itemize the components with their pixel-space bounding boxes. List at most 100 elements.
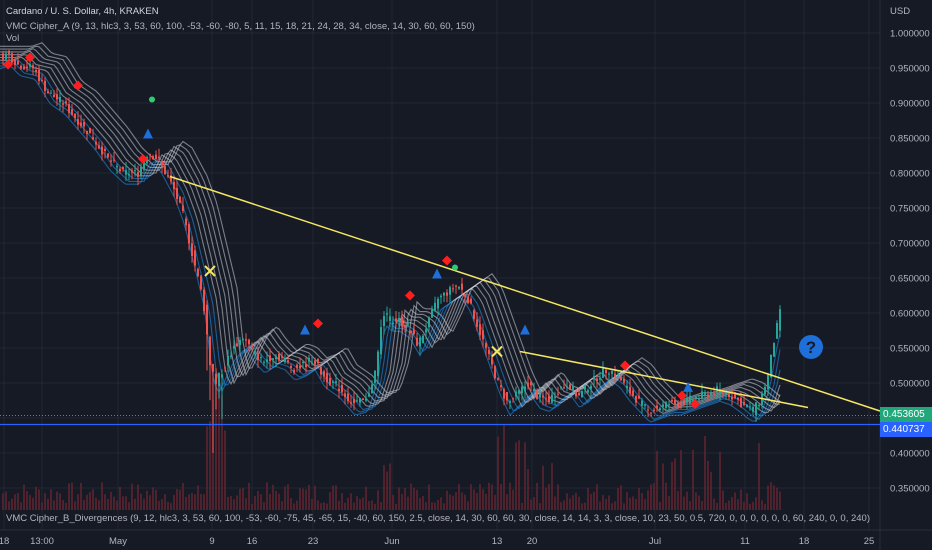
volume-bar: [587, 487, 589, 510]
volume-bar: [446, 490, 448, 510]
candle-body: [653, 409, 655, 411]
candle-body: [482, 330, 484, 340]
candle-body: [701, 391, 703, 399]
volume-bar: [524, 442, 526, 510]
volume-bar: [125, 496, 127, 510]
volume-bar: [368, 500, 370, 510]
candle-body: [674, 399, 676, 405]
candle-body: [596, 378, 598, 382]
volume-bar: [737, 499, 739, 510]
volume-bar: [176, 489, 178, 510]
volume-bar: [665, 482, 667, 510]
candle-body: [569, 384, 571, 390]
volume-label[interactable]: Vol: [6, 33, 20, 44]
volume-bar: [107, 498, 109, 510]
volume-bar: [152, 487, 154, 510]
indicator-cipher-a-label[interactable]: VMC Cipher_A (9, 13, hlc3, 3, 53, 60, 10…: [6, 21, 475, 32]
volume-bar: [641, 493, 643, 510]
candle-body: [176, 187, 178, 200]
volume-bar: [482, 489, 484, 510]
question-mark-glyph: ?: [806, 338, 816, 357]
candle-body: [533, 388, 535, 392]
volume-bar: [545, 487, 547, 510]
candle-body: [755, 402, 757, 416]
ribbon-line: [0, 56, 781, 414]
sell-diamond-marker: [620, 360, 630, 371]
ema-ribbon: [0, 42, 781, 423]
volume-bar: [512, 489, 514, 510]
volume-bar: [41, 502, 43, 510]
candle-body: [548, 395, 550, 403]
price-tick-label: 0.500000: [890, 379, 930, 390]
candle-body: [716, 386, 718, 391]
volume-bar: [248, 482, 250, 510]
volume-bar: [284, 486, 286, 510]
volume-bar: [761, 500, 763, 510]
candle-body: [221, 374, 223, 378]
time-axis[interactable]: 18 13:00 May 9 16 23 Jun 13 20 Jul 11 18 25: [0, 536, 874, 547]
volume-bar: [485, 493, 487, 510]
volume-bar: [467, 501, 469, 510]
candle-body: [665, 402, 667, 408]
volume-bar: [101, 482, 103, 510]
volume-bar: [743, 501, 745, 510]
candle-body: [302, 362, 304, 364]
volume-bar: [95, 497, 97, 510]
candle-body: [107, 153, 109, 158]
cross-marker: [204, 265, 216, 277]
candle-body: [413, 329, 415, 335]
candle-body: [731, 396, 733, 400]
volume-bar: [329, 492, 331, 510]
trendlines[interactable]: [0, 175, 881, 426]
volume-bar: [188, 494, 190, 510]
candle-body: [260, 357, 262, 359]
volume-bar: [734, 492, 736, 510]
sell-diamond-marker: [3, 59, 13, 70]
candle-body: [113, 159, 115, 161]
volume-bar: [185, 496, 187, 510]
volume-bar: [530, 499, 532, 510]
candle-body: [155, 154, 157, 160]
volume-bar: [623, 503, 625, 510]
candle-body: [497, 378, 499, 380]
volume-bar: [29, 494, 31, 510]
volume-bar: [263, 502, 265, 510]
volume-bar: [386, 471, 388, 510]
candle-body: [623, 378, 625, 383]
volume-bar: [422, 496, 424, 510]
volume-bar: [455, 492, 457, 510]
volume-bar: [599, 501, 601, 510]
volume-bar: [668, 496, 670, 510]
candle-body: [173, 181, 175, 190]
volume-bar: [392, 494, 394, 510]
candle-body: [152, 156, 154, 160]
candle-body: [92, 137, 94, 140]
time-tick-label: 11: [740, 536, 750, 547]
volume-bar: [119, 486, 121, 510]
candle-body: [149, 154, 151, 156]
volume-bar: [722, 490, 724, 510]
volume-bar: [758, 443, 760, 510]
candle-body: [80, 122, 82, 127]
candle-body: [671, 399, 673, 402]
candle-body: [269, 355, 271, 362]
volume-bar: [140, 493, 142, 510]
volume-bar: [269, 493, 271, 510]
candles: [2, 49, 781, 454]
ribbon-line: [0, 62, 781, 421]
candle-body: [218, 373, 220, 386]
volume-bar: [365, 486, 367, 510]
indicator-cipher-b-label[interactable]: VMC Cipher_B_Divergences (9, 12, hlc3, 3…: [6, 513, 870, 524]
candle-body: [257, 353, 259, 361]
candle-body: [122, 166, 124, 170]
sell-diamond-marker: [677, 390, 687, 401]
volume-bar: [716, 502, 718, 510]
candle-body: [449, 287, 451, 295]
volume-bar: [323, 502, 325, 510]
volume-bar: [527, 468, 529, 510]
candle-body: [686, 397, 688, 403]
candle-body: [35, 70, 37, 72]
volume-bar: [479, 484, 481, 510]
volume-bar: [89, 491, 91, 510]
